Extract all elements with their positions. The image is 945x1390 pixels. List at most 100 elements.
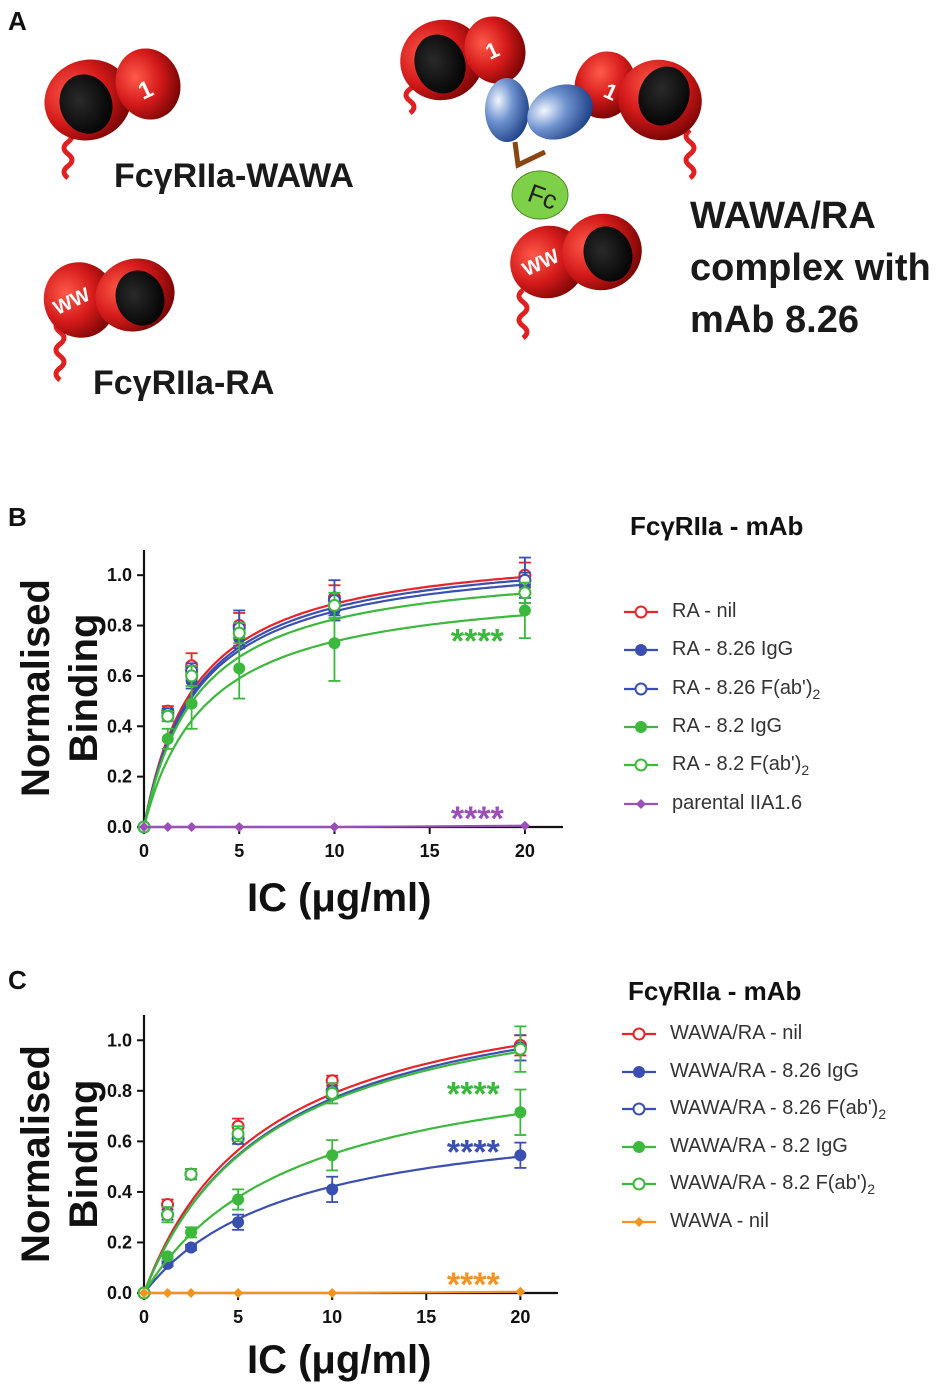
legend-marker [632,1027,646,1041]
legend-swatch [624,798,658,809]
legend-swatch [622,1027,656,1041]
data-point [185,1241,198,1254]
significance-annotation: **** [451,623,505,661]
y-tick-label: 0.8 [107,616,132,636]
legend-swatch [622,1102,656,1116]
chart-c-ylabel: Normalised Binding [14,1045,106,1263]
legend-marker [634,682,648,696]
legend-marker [633,1065,645,1078]
data-point [232,626,246,640]
wawa-ra-complex-icon: 1 1 Fc WW [400,16,702,340]
legend-marker [635,720,647,733]
data-point [233,1288,244,1298]
data-point [139,822,149,832]
data-point [231,1127,245,1141]
x-tick-label: 15 [420,841,440,861]
y-tick-label: 0.6 [107,1131,132,1151]
series-5 [139,1286,526,1298]
legend-swatch [622,1140,656,1153]
y-tick-label: 0.0 [107,817,132,837]
significance-annotation: **** [447,1266,501,1304]
legend-swatch [624,605,658,619]
x-tick-label: 5 [233,1307,243,1327]
legend-swatch [622,1177,656,1191]
significance-annotation: **** [447,1133,501,1171]
data-point [162,1288,173,1298]
y-tick-label: 0.2 [107,767,132,787]
legend-swatch [624,720,658,733]
data-point [513,1042,527,1056]
legend-label: RA - 8.2 IgG [672,714,783,737]
data-point [327,598,341,612]
chart-c: 0 5 10 15 20 0.0 0.2 0.4 0.6 0.8 1.0 **** **** **** [107,1015,558,1327]
data-point [162,822,173,832]
legend-label: parental IIA1.6 [672,791,803,814]
data-point [514,1149,527,1162]
chart-c-legend-title: FcγRIIa - mAb [628,976,802,1006]
series-4 [137,1025,527,1300]
data-point [234,822,245,832]
legend-marker [634,1216,644,1227]
legend-swatch [624,758,658,772]
data-point [232,1193,245,1206]
fit-curve [142,592,525,828]
chart-b-ylabel: Normalised Binding [14,579,106,797]
chart-c-xlabel: IC (μg/ml) [247,1338,432,1382]
data-point [327,1288,338,1298]
panel-letter-b: B [8,502,27,532]
data-point [518,604,531,617]
data-point [329,822,340,832]
legend-marker [632,1177,646,1191]
legend-label: WAWA/RA - 8.2 F(ab')2 [670,1172,875,1197]
data-point [184,1167,198,1181]
data-point [328,637,341,650]
legend-marker [633,1140,645,1153]
legend-marker [632,1102,646,1116]
legend-label: WAWA/RA - 8.26 F(ab')2 [670,1097,887,1122]
label-fcgriia-ra: FcγRIIa-RA [93,364,275,402]
panel-a-illustration: 1 WW 1 1 Fc WW [43,16,702,382]
legend-label: RA - 8.26 F(ab')2 [672,676,821,702]
chart-b-legend-title: FcγRIIa - mAb [630,511,804,541]
legend-label: WAWA/RA - nil [670,1022,803,1044]
chart-b-xlabel: IC (μg/ml) [247,876,432,920]
legend-label: RA - 8.2 F(ab')2 [672,753,810,779]
label-fcgriia-wawa: FcγRIIa-WAWA [114,157,354,195]
legend-swatch [624,644,658,657]
data-point [232,1216,245,1229]
significance-annotation: **** [451,800,505,838]
y-tick-label: 1.0 [107,1030,132,1050]
data-point [161,1250,174,1263]
ra-receptor-icon: WW [43,258,175,382]
x-tick-label: 10 [322,1307,342,1327]
data-point [326,1183,339,1196]
data-point [186,822,197,832]
data-point [139,1288,149,1298]
legend-marker [634,758,648,772]
y-tick-label: 0.0 [107,1283,132,1303]
x-tick-label: 15 [416,1307,436,1327]
data-point [325,1086,339,1100]
legend-marker [636,798,646,809]
data-point [185,1226,198,1239]
legend-marker [635,644,647,657]
data-point [326,1149,339,1162]
y-tick-label: 0.2 [107,1232,132,1252]
data-point [161,709,175,723]
complex-label: WAWA/RA complex with mAb 8.26 [690,195,931,341]
x-tick-label: 5 [234,841,244,861]
data-point [185,669,199,683]
x-tick-label: 0 [139,1307,149,1327]
legend-marker [634,605,648,619]
legend-swatch [624,682,658,696]
data-point [233,662,246,675]
legend-label: RA - nil [672,600,737,622]
x-tick-label: 20 [510,1307,530,1327]
data-point [519,820,530,831]
chart-b: 0 5 10 15 20 0.0 0.2 0.4 0.6 0.8 1.0 **** **** [107,550,563,861]
data-point [186,1288,197,1298]
data-point [514,1106,527,1119]
legend-label: WAWA/RA - 8.2 IgG [670,1134,848,1157]
legend-label: WAWA/RA - 8.26 IgG [670,1059,859,1082]
series-3 [138,1088,527,1299]
